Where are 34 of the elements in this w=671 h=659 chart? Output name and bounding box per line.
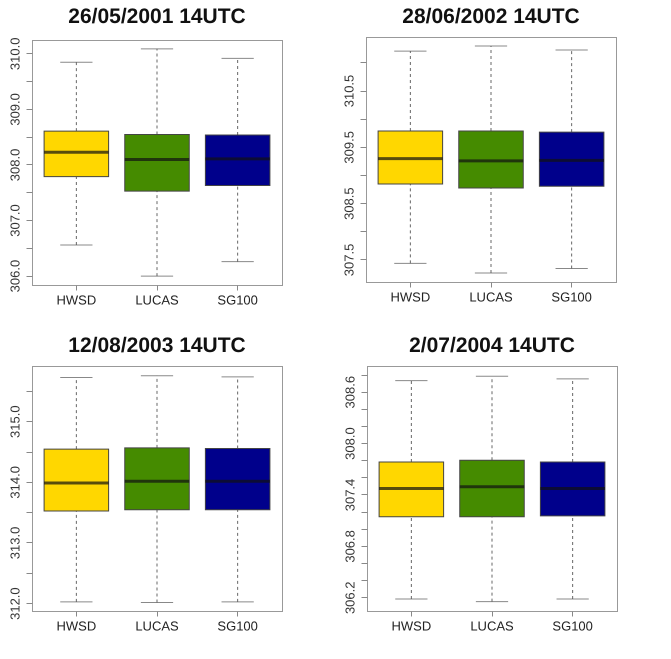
x-tick-label: SG100 xyxy=(217,292,258,308)
chart-title: 26/05/2001 14UTC xyxy=(68,5,246,28)
y-tick-label: 307.5 xyxy=(342,244,356,276)
y-tick-label: 306.8 xyxy=(342,530,358,563)
x-tick-label: HWSD xyxy=(391,618,432,634)
y-tick-label: 315.0 xyxy=(8,405,22,438)
x-tick-label: LUCAS xyxy=(469,290,513,304)
x-tick-label: SG100 xyxy=(551,290,592,304)
x-tick-label: HWSD xyxy=(390,290,430,304)
y-tick-label: 307.0 xyxy=(8,204,22,237)
x-tick-label: LUCAS xyxy=(470,618,514,634)
y-tick-label: 310.0 xyxy=(8,38,22,70)
x-tick-label: SG100 xyxy=(217,618,258,634)
x-tick-label: SG100 xyxy=(552,618,593,634)
y-tick-label: 312.0 xyxy=(8,587,22,620)
y-tick-label: 310.5 xyxy=(342,74,356,108)
y-tick-label: 308.0 xyxy=(8,148,22,182)
y-tick-label: 308.6 xyxy=(342,376,358,408)
x-tick-label: HWSD xyxy=(56,618,96,634)
chart-title: 2/07/2004 14UTC xyxy=(409,334,575,357)
y-tick-label: 306.0 xyxy=(8,260,22,292)
y-tick-label: 308.0 xyxy=(342,427,358,460)
x-tick-label: LUCAS xyxy=(135,618,179,634)
y-tick-label: 308.5 xyxy=(342,187,356,220)
y-tick-label: 307.4 xyxy=(342,478,358,512)
chart-title: 12/08/2003 14UTC xyxy=(68,334,246,357)
x-tick-label: LUCAS xyxy=(135,292,179,308)
y-tick-label: 309.0 xyxy=(8,93,22,126)
y-tick-label: 309.5 xyxy=(342,131,356,164)
chart-title: 28/06/2002 14UTC xyxy=(402,5,580,28)
y-tick-label: 314.0 xyxy=(8,466,22,499)
x-tick-label: HWSD xyxy=(56,292,96,308)
y-tick-label: 306.2 xyxy=(342,582,358,614)
y-tick-label: 313.0 xyxy=(8,526,22,560)
